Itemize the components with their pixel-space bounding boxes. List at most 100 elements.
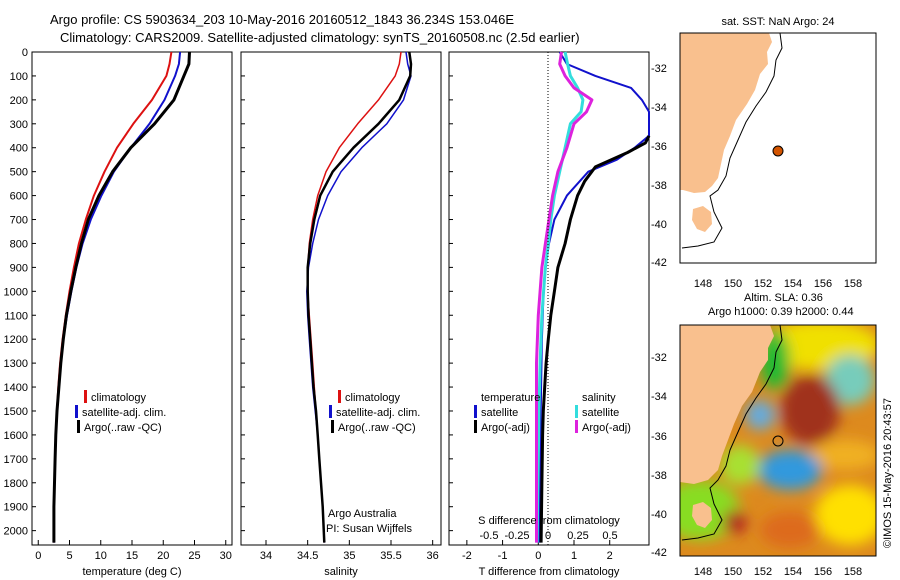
sla-blob [758,450,822,490]
series-line: Argo(..raw -QC) [52,51,191,543]
sal-legend-climatology-swatch [338,390,341,403]
x-tick-label: 34 [260,550,272,562]
diff-legend-t-sat: satellite [481,407,518,419]
y-tick-label: 1200 [4,334,28,346]
x-tick-label: -1 [498,550,508,562]
sst-lon-tick: 152 [754,278,772,290]
sla-blob [810,440,876,470]
diff-legend-s-argo-swatch [575,420,578,433]
sla-blob [720,445,760,485]
sst-lat-ticks: -32 -34 -36 -38 -40 -42 [651,63,667,269]
salinity-plot: 34 34.5 35 35.5 36 climatologysatellite-adj. … [260,51,439,562]
imos-watermark: ©IMOS 15-May-2016 20:43:57 [882,398,894,548]
sst-float-marker [772,145,784,157]
x-tick-label: 30 [220,550,232,562]
legend-argo: Argo(..raw -QC) [84,422,162,434]
diff-legend-t-argo: Argo(-adj) [481,422,530,434]
y-tick-label: 1700 [4,454,28,466]
chart-title-line2: Climatology: CARS2009. Satellite-adjuste… [60,30,580,45]
sla-lat-tick: -32 [651,352,667,364]
sla-lat-ticks: -32 -34 -36 -38 -40 -42 [651,352,667,559]
difference-panel-frame [448,51,650,546]
x-tick-label: 0 [35,550,41,562]
difference-xlabel-top: S difference from climatology [478,515,620,527]
sla-lat-tick: -42 [651,547,667,559]
sla-float-marker [772,435,784,447]
x-tick-label: 36 [427,550,439,562]
sal-legend-satellite: satellite-adj. clim. [336,407,420,419]
sla-map-land [680,325,774,528]
sla-lon-tick: 156 [814,566,832,578]
x-tick-label: 1 [571,550,577,562]
sst-lat-tick: -42 [651,257,667,269]
sal-legend-satellite-swatch [329,405,332,418]
x-tick-label: 34.5 [297,550,318,562]
sla-lon-tick: 148 [694,566,712,578]
x-tick-label: 25 [188,550,200,562]
sst-lat-tick: -34 [651,102,667,114]
top-tick-1: -0.5 [480,530,499,542]
sla-lat-tick: -36 [651,431,667,443]
sla-map [680,325,876,556]
legend-satellite-swatch [75,405,78,418]
series-line: climatology [306,51,402,543]
x-tick-label: 5 [66,550,72,562]
diff-legend-s-argo: Argo(-adj) [582,422,631,434]
sst-lat-tick: -38 [651,180,667,192]
x-tick-label: 35 [343,550,355,562]
x-tick-label: -2 [462,550,472,562]
sla-blob [723,510,747,534]
x-tick-label: 15 [126,550,138,562]
sst-lon-tick: 156 [814,278,832,290]
y-tick-label: 2000 [4,526,28,538]
sla-lon-tick: 154 [784,566,802,578]
x-tick-label: 2 [607,550,613,562]
sal-legend-argo-swatch [331,420,334,433]
diff-legend-t-sat-swatch [474,405,477,418]
series-line: Argo(..raw -QC) [306,51,413,543]
sla-map-frame [679,324,877,557]
sst-map-frame [679,32,877,264]
sla-map-title-line1: Altim. SLA: 0.36 [744,292,823,304]
sla-lat-tick: -40 [651,509,667,521]
top-tick-2: -0.25 [504,530,529,542]
sst-lat-tick: -36 [651,141,667,153]
sst-lon-ticks: 148 150 152 154 156 158 [694,278,862,290]
x-tick-label: 10 [95,550,107,562]
sla-map-title-line2: Argo h1000: 0.39 h2000: 0.44 [708,306,854,318]
y-tick-label: 300 [10,119,28,131]
series-line: temperature Argo(-adj) [539,135,651,543]
sst-lon-tick: 154 [784,278,802,290]
y-tick-label: 1900 [4,502,28,514]
series-line: salinity satellite [535,51,585,543]
sst-lat-tick: -40 [651,219,667,231]
y-tick-label: 1300 [4,358,28,370]
sal-legend-argo: Argo(..raw -QC) [338,422,416,434]
sla-blob [760,512,820,548]
difference-xlabel: T difference from climatology [479,566,620,578]
sst-map-isobath [681,33,783,249]
difference-legend: temperature salinity satellite Argo(-adj… [474,392,631,434]
sla-blob [825,355,875,405]
series-line: satellite-adj. clim. [52,51,182,543]
legend-climatology: climatology [91,392,147,404]
sla-blob [815,485,876,545]
y-tick-label: 700 [10,215,28,227]
y-tick-label: 600 [10,191,28,203]
sst-lon-tick: 150 [724,278,742,290]
series-line: salinity Argo(-adj) [535,51,594,543]
y-tick-label: 900 [10,262,28,274]
legend-satellite: satellite-adj. clim. [82,407,166,419]
y-tick-label: 200 [10,95,28,107]
series-line: temperature satellite [538,51,650,543]
y-tick-label: 1100 [4,310,28,322]
sst-map-title: sat. SST: NaN Argo: 24 [721,16,834,28]
y-tick-label: 500 [10,167,28,179]
x-tick-label: 35.5 [380,550,401,562]
sla-lat-tick: -38 [651,470,667,482]
salinity-xlabel: salinity [324,566,358,578]
series-line: satellite-adj. clim. [306,51,412,543]
depth-axis-ticks: 0 100 200 300 400 500 600 700 800 900 1000 1100 1200… [4,47,453,538]
y-tick-label: 100 [10,71,28,83]
